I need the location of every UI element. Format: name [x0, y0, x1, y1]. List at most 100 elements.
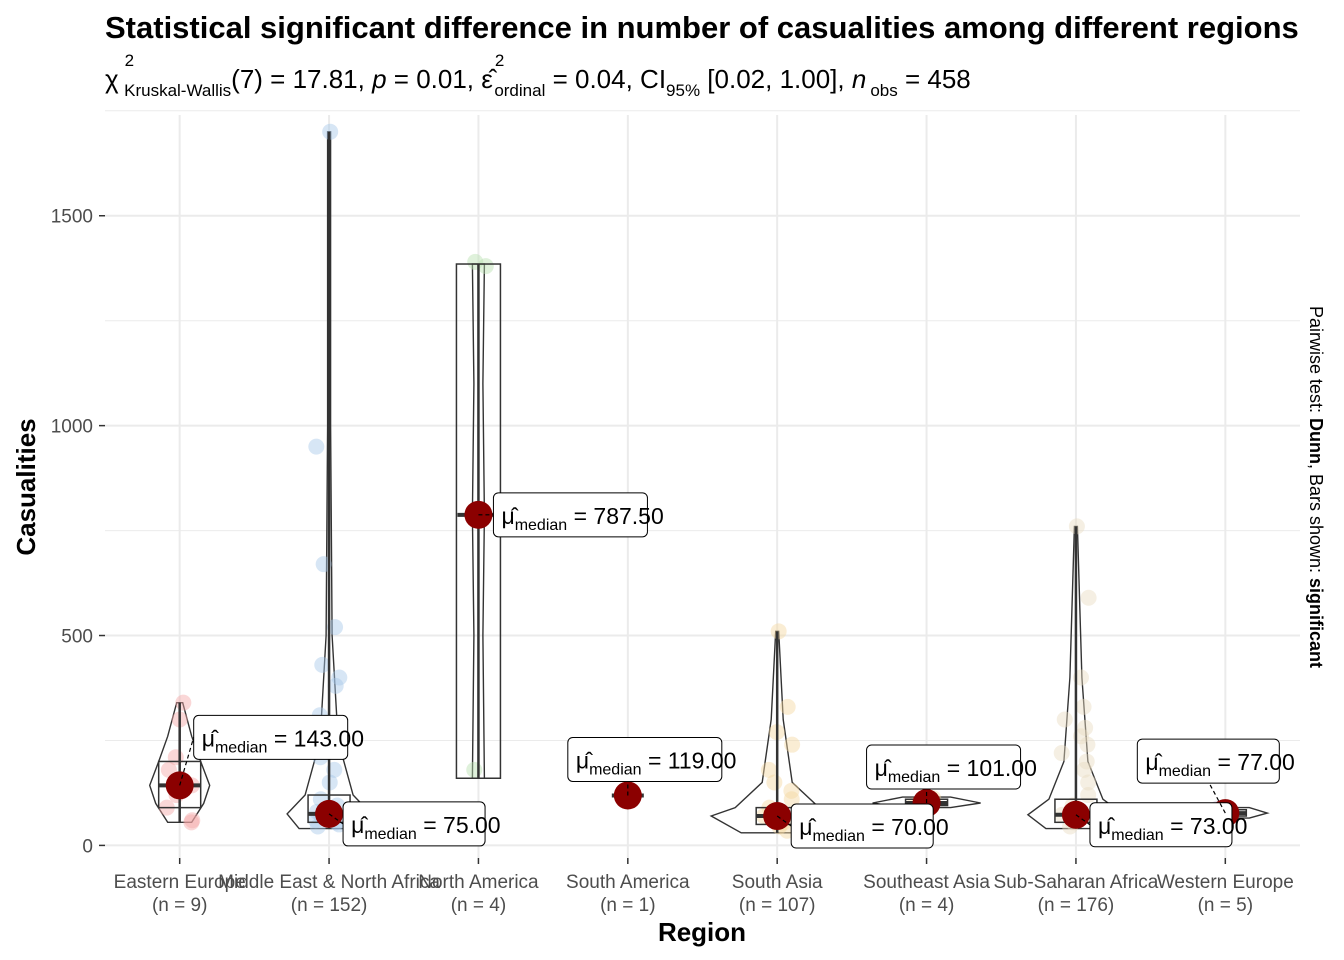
- data-point: [784, 736, 801, 753]
- label-sub: median: [215, 739, 267, 756]
- x-tick-count: (n = 4): [899, 895, 954, 916]
- median-label: μ̂median = 73.00: [1075, 802, 1248, 848]
- label-value: = 143.00: [267, 725, 364, 751]
- x-tick-label: Middle East & North Africa: [218, 872, 440, 893]
- ci-value: [0.02, 1.00],: [700, 64, 852, 94]
- label-box: [790, 803, 934, 849]
- n-symbol: n: [852, 64, 866, 94]
- median-label: μ̂median = 143.00: [179, 714, 364, 786]
- axes: 0 500 1000 1500 Eastern Europe(n = 9) Middle …: [51, 207, 1294, 916]
- x-tick-label: North America: [418, 872, 539, 893]
- data-point: [1053, 745, 1070, 762]
- x-tick-count: (n = 9): [152, 895, 207, 916]
- data-point: [167, 749, 184, 766]
- x-tick-count: (n = 176): [1038, 895, 1115, 916]
- data-point: [1078, 753, 1095, 770]
- label-text: μ̂median = 70.00: [799, 814, 949, 845]
- label-sub: median: [364, 826, 416, 843]
- median-label: μ̂median = 787.50: [478, 492, 664, 538]
- x-tick-count: (n = 1): [600, 895, 655, 916]
- label-text: μ̂median = 73.00: [1098, 813, 1248, 844]
- data-point: [779, 698, 796, 715]
- median-label: μ̂median = 77.00: [1136, 738, 1295, 814]
- label-box: [492, 492, 648, 538]
- x-tick-count: (n = 4): [451, 895, 506, 916]
- x-tick-label: South Asia: [732, 872, 823, 893]
- label-box: [193, 714, 349, 760]
- label-value: = 119.00: [642, 747, 737, 773]
- x-tick-label: Western Europe: [1157, 872, 1294, 893]
- caption-prefix: Pairwise test:: [1306, 306, 1326, 418]
- label-text: μ̂median = 75.00: [351, 812, 501, 843]
- median-label: μ̂median = 101.00: [866, 744, 1037, 804]
- n-sub: obs: [870, 81, 897, 100]
- y-axis-title: Casualities: [11, 418, 41, 555]
- data-point: [175, 694, 192, 711]
- effect-sup: 2: [495, 51, 504, 70]
- label-sub: median: [589, 761, 641, 778]
- data-point: [467, 253, 484, 270]
- pairwise-caption: Pairwise test: Dunn, Bars shown: signifi…: [1306, 306, 1326, 668]
- p-symbol: p: [371, 64, 386, 94]
- label-symbol: μ̂: [351, 812, 368, 838]
- data-point: [183, 814, 200, 831]
- p-value: = 0.01,: [387, 64, 482, 94]
- label-value: = 70.00: [865, 814, 949, 840]
- data-point: [1076, 761, 1093, 778]
- caption-test: Dunn: [1306, 418, 1326, 464]
- data-point: [327, 619, 344, 636]
- data-point: [783, 791, 800, 808]
- data-point: [314, 656, 331, 673]
- label-sub: median: [1111, 827, 1163, 844]
- median-label: μ̂median = 119.00: [567, 736, 737, 796]
- label-leader: [179, 737, 195, 786]
- effect-sub: ordinal: [494, 81, 545, 100]
- data-point: [308, 438, 325, 455]
- label-box: [567, 736, 723, 782]
- y-tick-label: 500: [61, 627, 93, 648]
- data-point: [327, 677, 344, 694]
- label-sub: median: [515, 517, 567, 534]
- data-point: [184, 812, 201, 829]
- label-text: μ̂median = 119.00: [576, 747, 737, 778]
- ci-sub: 95%: [666, 81, 700, 100]
- data-point: [1080, 589, 1097, 606]
- label-symbol: μ̂: [875, 755, 892, 781]
- effect-value: = 0.04, CI: [545, 64, 666, 94]
- label-sub: median: [1159, 763, 1211, 780]
- label-box: [1089, 802, 1233, 848]
- label-value: = 101.00: [940, 755, 1037, 781]
- violin: [286, 131, 373, 830]
- label-text: μ̂median = 787.50: [501, 503, 663, 534]
- label-text: μ̂median = 77.00: [1145, 749, 1295, 780]
- label-symbol: μ̂: [202, 725, 219, 751]
- caption-bars: significant: [1306, 578, 1326, 668]
- x-tick-label: Sub-Saharan Africa: [994, 872, 1159, 893]
- x-tick-label: South America: [566, 872, 690, 893]
- caption-middle: , Bars shown:: [1306, 464, 1326, 578]
- label-value: = 77.00: [1211, 749, 1295, 775]
- violin: [1026, 525, 1126, 830]
- label-box: [866, 744, 1022, 790]
- label-value: = 73.00: [1164, 813, 1248, 839]
- data-point: [760, 761, 777, 778]
- x-tick-count: (n = 107): [739, 895, 816, 916]
- label-box: [342, 801, 486, 847]
- label-value: = 75.00: [417, 812, 501, 838]
- x-tick-count: (n = 152): [291, 895, 368, 916]
- data-point: [1077, 719, 1094, 736]
- label-leader: [328, 813, 344, 825]
- data-point: [477, 258, 494, 275]
- data-point: [1056, 711, 1073, 728]
- median-label: μ̂median = 75.00: [328, 801, 501, 847]
- data-point: [1079, 736, 1096, 753]
- label-symbol: μ̂: [1098, 813, 1115, 839]
- chart-subtitle: χ2 Kruskal-Wallis(7) = 17.81, p = 0.01, ε…: [105, 51, 971, 100]
- label-leader: [776, 815, 792, 827]
- y-tick-label: 0: [82, 836, 93, 857]
- stat-sup: 2: [125, 51, 134, 70]
- data-point: [783, 782, 800, 799]
- data-point: [1080, 774, 1097, 791]
- label-symbol: μ̂: [799, 814, 816, 840]
